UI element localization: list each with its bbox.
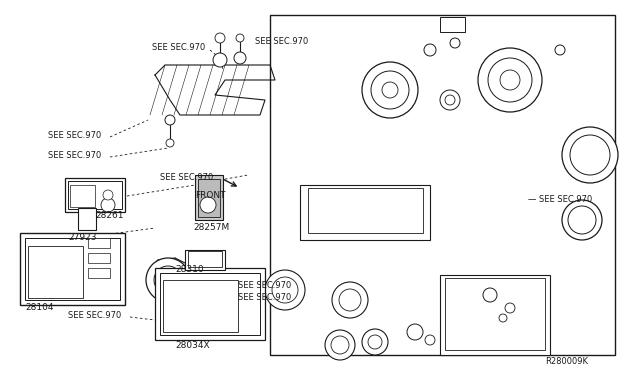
Text: SEE SEC.970: SEE SEC.970 [68, 311, 121, 320]
Circle shape [213, 53, 227, 67]
Bar [185, 250, 225, 270]
Bar [300, 185, 430, 240]
Bar [68, 181, 122, 209]
Text: SEE SEC.970: SEE SEC.970 [152, 44, 205, 52]
Circle shape [339, 289, 361, 311]
Circle shape [331, 336, 349, 354]
Circle shape [382, 82, 398, 98]
Text: SEE SEC.970: SEE SEC.970 [255, 38, 308, 46]
Text: 28261: 28261 [95, 211, 124, 219]
Circle shape [325, 330, 355, 360]
Bar [78, 208, 96, 230]
Circle shape [166, 139, 174, 147]
Circle shape [425, 335, 435, 345]
Circle shape [236, 34, 244, 42]
Circle shape [440, 90, 460, 110]
Text: FRONT: FRONT [195, 190, 225, 199]
Text: R280009K: R280009K [545, 357, 588, 366]
Bar [270, 15, 615, 355]
Text: — SEE SEC.970: — SEE SEC.970 [528, 196, 592, 205]
Bar [65, 178, 125, 212]
Circle shape [483, 288, 497, 302]
Circle shape [424, 44, 436, 56]
Bar [70, 185, 95, 207]
Circle shape [103, 190, 113, 200]
Circle shape [499, 314, 507, 322]
Bar [198, 179, 220, 217]
Circle shape [445, 95, 455, 105]
Bar [28, 246, 83, 298]
Bar [308, 188, 423, 233]
Bar [88, 268, 110, 278]
Bar [440, 17, 465, 32]
Circle shape [154, 266, 182, 294]
Circle shape [500, 70, 520, 90]
Bar [440, 275, 550, 355]
Circle shape [505, 303, 515, 313]
Bar [188, 251, 222, 267]
Bar [160, 273, 260, 335]
Circle shape [234, 52, 246, 64]
Circle shape [272, 277, 298, 303]
Text: 28104: 28104 [25, 304, 54, 312]
Bar [88, 238, 110, 248]
Bar [163, 280, 238, 332]
Text: 27923: 27923 [68, 234, 97, 243]
Circle shape [488, 58, 532, 102]
Bar [20, 233, 125, 305]
Text: 28310: 28310 [175, 266, 204, 275]
Circle shape [200, 197, 216, 213]
Circle shape [368, 335, 382, 349]
Circle shape [450, 38, 460, 48]
Bar [88, 253, 110, 263]
Circle shape [478, 48, 542, 112]
Text: SEE SEC.970: SEE SEC.970 [160, 173, 213, 183]
Circle shape [562, 200, 602, 240]
Bar [445, 278, 545, 350]
Circle shape [562, 127, 618, 183]
Bar [195, 175, 223, 220]
Circle shape [407, 324, 423, 340]
Circle shape [362, 62, 418, 118]
Text: SEE SEC.970: SEE SEC.970 [48, 151, 101, 160]
Circle shape [101, 198, 115, 212]
Circle shape [81, 234, 93, 246]
Circle shape [570, 135, 610, 175]
Bar [155, 268, 265, 340]
Circle shape [165, 115, 175, 125]
Text: SEE SEC.970: SEE SEC.970 [238, 294, 291, 302]
Circle shape [362, 329, 388, 355]
Circle shape [371, 71, 409, 109]
Bar [25, 238, 120, 300]
Circle shape [332, 282, 368, 318]
Circle shape [555, 45, 565, 55]
Circle shape [265, 270, 305, 310]
Text: SEE SEC.970: SEE SEC.970 [238, 280, 291, 289]
Circle shape [146, 258, 190, 302]
Text: 28257M: 28257M [193, 224, 229, 232]
Circle shape [568, 206, 596, 234]
Text: 28034X: 28034X [175, 340, 210, 350]
Text: SEE SEC.970: SEE SEC.970 [48, 131, 101, 140]
Circle shape [215, 33, 225, 43]
